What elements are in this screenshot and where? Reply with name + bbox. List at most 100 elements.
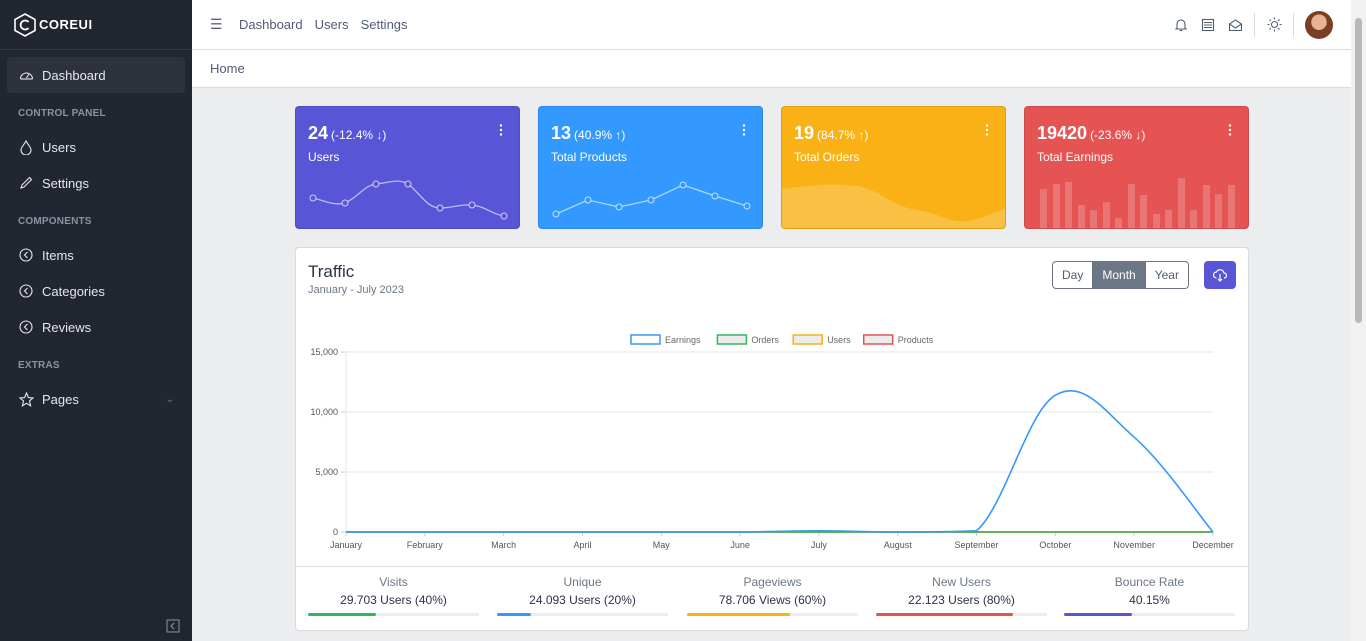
sidebar-item-items[interactable]: Items xyxy=(0,237,192,273)
widget-users: 24 (-12.4% ↓) Users xyxy=(295,106,520,229)
widget-bar-chart xyxy=(1040,178,1235,228)
widget-value: 13 xyxy=(551,123,572,143)
x-tick-label: June xyxy=(730,540,750,550)
widget-sparkline xyxy=(309,180,508,220)
list-icon[interactable] xyxy=(1200,17,1216,33)
traffic-chart: Earnings Orders Users Products 0 5,000 10,000 1… xyxy=(310,334,1234,550)
y-tick-label: 0 xyxy=(333,527,338,537)
sidebar-section-title: CONTROL PANEL xyxy=(18,108,106,119)
legend-label: Products xyxy=(898,335,934,345)
x-tick-label: September xyxy=(955,540,999,550)
legend-label: Orders xyxy=(751,335,779,345)
x-tick-label: November xyxy=(1113,540,1155,550)
hamburger-menu-icon[interactable]: ☰ xyxy=(210,16,223,32)
stat-value: 78.706 Views (60%) xyxy=(718,593,827,607)
x-tick-label: August xyxy=(884,540,913,550)
stat-progress-bar xyxy=(1064,613,1235,616)
sidebar-item-categories[interactable]: Categories xyxy=(0,273,192,309)
widget-value: 19420 xyxy=(1037,123,1088,143)
sidebar-item-pages[interactable]: Pages ⌄ xyxy=(0,381,192,417)
download-button[interactable] xyxy=(1204,261,1236,289)
stat-visits: Visits 29.703 Users (40%) xyxy=(308,575,479,616)
range-year-button[interactable]: Year xyxy=(1144,262,1188,288)
more-vertical-icon[interactable] xyxy=(985,124,989,136)
x-tick-label: July xyxy=(811,540,828,550)
widget-value: 24 xyxy=(308,123,329,143)
stat-label: Visits xyxy=(379,575,408,589)
legend-item[interactable]: Orders xyxy=(716,334,779,345)
legend-item[interactable]: Products xyxy=(862,334,934,345)
chevron-circle-icon xyxy=(18,319,34,335)
stat-progress-bar xyxy=(687,613,858,616)
sidebar-item-label: Items xyxy=(42,247,74,263)
stat-progress-fill xyxy=(1064,613,1133,616)
more-vertical-icon[interactable] xyxy=(1228,124,1232,136)
range-day-button[interactable]: Day xyxy=(1062,268,1084,282)
header-nav-users[interactable]: Users xyxy=(314,17,349,32)
y-tick-label: 5,000 xyxy=(315,467,338,477)
sidebar-toggle-icon[interactable] xyxy=(166,619,180,633)
legend-item[interactable]: Users xyxy=(792,334,851,345)
sidebar-item-label: Reviews xyxy=(42,319,92,335)
envelope-icon[interactable] xyxy=(1227,17,1243,33)
header-nav-dashboard[interactable]: Dashboard xyxy=(239,17,303,32)
stat-value: 24.093 Users (20%) xyxy=(529,593,636,607)
stat-label: Pageviews xyxy=(743,575,802,589)
y-tick-label: 10,000 xyxy=(310,407,338,417)
coreui-logo-icon xyxy=(14,12,36,37)
stat-new-users: New Users 22.123 Users (80%) xyxy=(876,575,1047,616)
breadcrumb-home[interactable]: Home xyxy=(210,61,245,76)
traffic-subtitle: January - July 2023 xyxy=(308,284,404,296)
more-vertical-icon[interactable] xyxy=(742,124,746,136)
widget-total-products: 13 (40.9% ↑) Total Products xyxy=(538,106,763,229)
widget-value: 19 xyxy=(794,123,815,143)
widget-area-chart xyxy=(782,184,1005,228)
legend-swatch xyxy=(792,334,823,345)
traffic-stats: Visits 29.703 Users (40%) Unique 24.093 Use… xyxy=(296,566,1248,630)
more-vertical-icon[interactable] xyxy=(499,124,503,136)
chevron-circle-icon xyxy=(18,247,34,263)
sidebar-item-label: Dashboard xyxy=(42,67,106,83)
sidebar-item-reviews[interactable]: Reviews xyxy=(0,309,192,345)
widget-total-orders: 19 (84.7% ↑) Total Orders xyxy=(781,106,1006,229)
header-divider xyxy=(1254,12,1255,37)
sidebar-item-users[interactable]: Users xyxy=(0,129,192,165)
widget-total-earnings: 19420 (-23.6% ↓) Total Earnings xyxy=(1024,106,1249,229)
brand[interactable]: COREUI xyxy=(0,0,192,50)
range-month-button[interactable]: Month xyxy=(1092,262,1145,288)
pencil-icon xyxy=(18,175,34,191)
legend-label: Earnings xyxy=(665,335,701,345)
sidebar-item-dashboard[interactable]: Dashboard xyxy=(7,57,185,93)
speedometer-icon xyxy=(18,67,34,83)
avatar[interactable] xyxy=(1305,10,1333,39)
chevron-down-icon[interactable]: ⌄ xyxy=(165,393,174,405)
cloud-download-icon xyxy=(1213,268,1227,282)
stat-progress-bar xyxy=(308,613,479,616)
x-tick-label: March xyxy=(491,540,516,550)
scrollbar-thumb[interactable] xyxy=(1355,18,1362,323)
widget-change: (40.9% ↑) xyxy=(574,128,626,142)
header-nav: Dashboard Users Settings xyxy=(239,17,408,32)
stat-progress-fill xyxy=(687,613,790,616)
legend-label: Users xyxy=(827,335,851,345)
stat-progress-bar xyxy=(497,613,668,616)
stat-value: 22.123 Users (80%) xyxy=(908,593,1015,607)
widget-label: Total Orders xyxy=(794,150,860,164)
widget-change: (-23.6% ↓) xyxy=(1090,128,1146,142)
sidebar-item-label: Users xyxy=(42,139,76,155)
chevron-circle-icon xyxy=(18,283,34,299)
header-divider xyxy=(1293,12,1294,37)
header-nav-settings[interactable]: Settings xyxy=(360,17,408,32)
y-tick-label: 15,000 xyxy=(310,347,338,357)
page-scrollbar[interactable] xyxy=(1351,0,1366,641)
widget-sparkline xyxy=(552,181,751,218)
legend-swatch xyxy=(630,334,661,345)
sidebar-item-settings[interactable]: Settings xyxy=(0,165,192,201)
legend-item[interactable]: Earnings xyxy=(630,334,701,345)
sidebar-nav: Dashboard CONTROL PANEL Users Settings COMPO… xyxy=(0,50,192,417)
sun-icon[interactable] xyxy=(1266,17,1282,33)
traffic-title: Traffic xyxy=(308,262,355,281)
sidebar-item-label: Categories xyxy=(42,283,105,299)
series-line-earnings xyxy=(346,389,1214,533)
bell-icon[interactable] xyxy=(1173,17,1189,33)
